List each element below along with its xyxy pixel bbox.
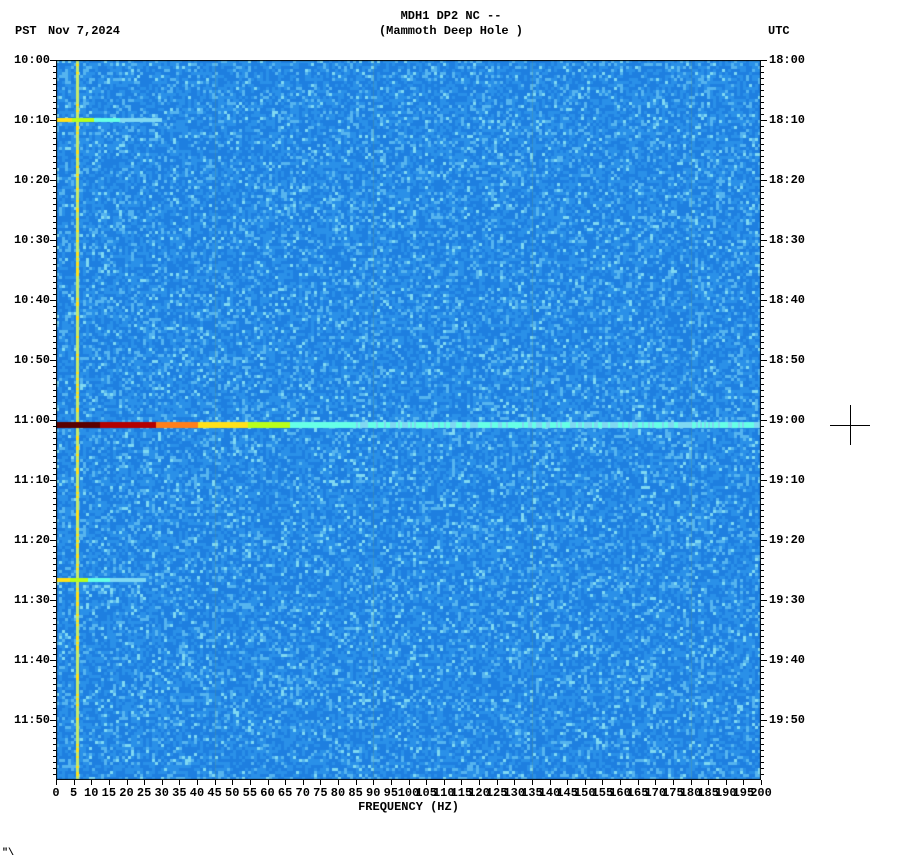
ytick-left: 11:10 — [10, 473, 50, 487]
xtick: 10 — [84, 786, 98, 800]
xtick: 5 — [70, 786, 77, 800]
ytick-left: 11:50 — [10, 713, 50, 727]
xtick: 45 — [207, 786, 221, 800]
xtick: 40 — [190, 786, 204, 800]
ytick-right: 19:50 — [769, 713, 809, 727]
xtick: 65 — [278, 786, 292, 800]
footer-mark: "\ — [2, 848, 14, 859]
ytick-right: 19:20 — [769, 533, 809, 547]
xtick: 55 — [243, 786, 257, 800]
ytick-left: 10:40 — [10, 293, 50, 307]
ytick-right: 18:10 — [769, 113, 809, 127]
title-line1: MDH1 DP2 NC -- — [401, 9, 502, 23]
ytick-right: 18:40 — [769, 293, 809, 307]
title-line2: (Mammoth Deep Hole ) — [379, 24, 523, 38]
tz-left-label: PST — [15, 24, 37, 38]
xtick: 95 — [384, 786, 398, 800]
ytick-left: 10:30 — [10, 233, 50, 247]
ytick-right: 19:00 — [769, 413, 809, 427]
x-axis-label: FREQUENCY (HZ) — [358, 800, 459, 814]
ytick-left: 10:20 — [10, 173, 50, 187]
spectrogram-canvas — [56, 60, 761, 780]
xtick: 85 — [348, 786, 362, 800]
ytick-right: 18:30 — [769, 233, 809, 247]
ytick-right: 18:20 — [769, 173, 809, 187]
ytick-left: 11:20 — [10, 533, 50, 547]
xtick: 75 — [313, 786, 327, 800]
xtick: 20 — [119, 786, 133, 800]
ytick-right: 19:40 — [769, 653, 809, 667]
ytick-left: 10:00 — [10, 53, 50, 67]
ytick-left: 11:00 — [10, 413, 50, 427]
ytick-right: 19:10 — [769, 473, 809, 487]
ytick-right: 18:50 — [769, 353, 809, 367]
xtick: 15 — [102, 786, 116, 800]
spectrogram-plot — [56, 60, 761, 780]
xtick: 90 — [366, 786, 380, 800]
xtick: 30 — [155, 786, 169, 800]
crosshair-v — [850, 405, 851, 445]
xtick: 70 — [296, 786, 310, 800]
xtick: 25 — [137, 786, 151, 800]
xtick: 35 — [172, 786, 186, 800]
ytick-left: 11:40 — [10, 653, 50, 667]
ytick-left: 11:30 — [10, 593, 50, 607]
tz-right-label: UTC — [768, 24, 790, 38]
ytick-left: 10:10 — [10, 113, 50, 127]
ytick-left: 10:50 — [10, 353, 50, 367]
xtick: 200 — [750, 786, 772, 800]
xtick: 60 — [260, 786, 274, 800]
xtick: 80 — [331, 786, 345, 800]
xtick: 50 — [225, 786, 239, 800]
ytick-right: 18:00 — [769, 53, 809, 67]
xtick: 0 — [52, 786, 59, 800]
date-label: Nov 7,2024 — [48, 24, 120, 38]
ytick-right: 19:30 — [769, 593, 809, 607]
